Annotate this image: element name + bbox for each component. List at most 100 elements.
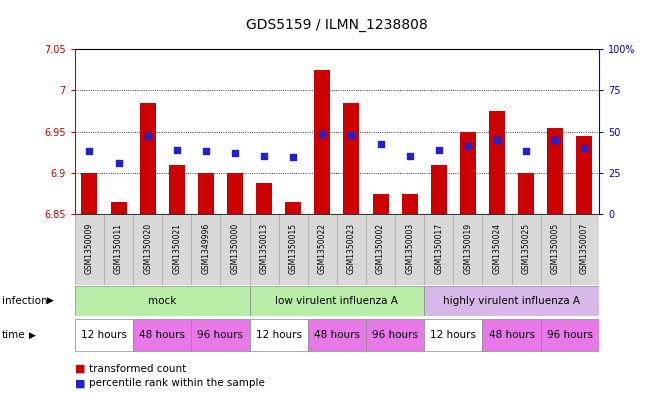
Bar <box>169 165 185 214</box>
Text: GSM1350023: GSM1350023 <box>347 223 356 274</box>
Text: ■: ■ <box>75 378 85 388</box>
Text: ■: ■ <box>75 364 85 374</box>
Text: GSM1350021: GSM1350021 <box>173 223 181 274</box>
Bar <box>140 103 156 214</box>
Text: GSM1350009: GSM1350009 <box>85 223 94 274</box>
Text: low virulent influenza A: low virulent influenza A <box>275 296 398 306</box>
Bar <box>111 202 126 214</box>
Text: GSM1350024: GSM1350024 <box>493 223 501 274</box>
Bar <box>285 202 301 214</box>
Bar <box>518 173 534 214</box>
Text: GSM1349996: GSM1349996 <box>201 223 210 274</box>
Text: GSM1350019: GSM1350019 <box>464 223 473 274</box>
Text: 48 hours: 48 hours <box>314 330 360 340</box>
Text: 12 hours: 12 hours <box>81 330 127 340</box>
Bar <box>366 319 424 351</box>
Text: GSM1350007: GSM1350007 <box>580 223 589 274</box>
Bar <box>221 214 249 285</box>
Text: 96 hours: 96 hours <box>547 330 593 340</box>
Point <box>404 153 415 160</box>
Text: ▶: ▶ <box>29 331 36 340</box>
Point <box>317 131 327 137</box>
Bar <box>279 214 308 285</box>
Text: GSM1350020: GSM1350020 <box>143 223 152 274</box>
Bar <box>541 319 599 351</box>
Text: highly virulent influenza A: highly virulent influenza A <box>443 296 580 306</box>
Bar <box>570 214 599 285</box>
Bar <box>512 214 541 285</box>
Text: 96 hours: 96 hours <box>197 330 243 340</box>
Bar <box>191 319 249 351</box>
Bar <box>576 136 592 214</box>
Text: 48 hours: 48 hours <box>139 330 185 340</box>
Bar <box>366 214 395 285</box>
Point <box>434 147 444 153</box>
Text: 12 hours: 12 hours <box>430 330 477 340</box>
Bar <box>424 286 599 316</box>
Bar <box>249 214 279 285</box>
Bar <box>344 103 359 214</box>
Point <box>143 132 153 139</box>
Bar <box>191 214 221 285</box>
Point <box>84 147 94 154</box>
Bar <box>75 319 133 351</box>
Point <box>259 152 270 159</box>
Bar <box>308 319 366 351</box>
Bar <box>424 319 482 351</box>
Point <box>550 137 561 143</box>
Text: 12 hours: 12 hours <box>256 330 301 340</box>
Bar <box>133 319 191 351</box>
Text: GSM1350005: GSM1350005 <box>551 223 560 274</box>
Point <box>521 147 531 154</box>
Text: GDS5159 / ILMN_1238808: GDS5159 / ILMN_1238808 <box>246 18 428 32</box>
Point <box>346 132 357 138</box>
Text: GSM1350013: GSM1350013 <box>260 223 269 274</box>
Text: 48 hours: 48 hours <box>489 330 534 340</box>
Text: 96 hours: 96 hours <box>372 330 418 340</box>
Bar <box>75 286 249 316</box>
Point <box>288 154 298 160</box>
Text: infection: infection <box>2 296 48 306</box>
Point <box>579 145 590 151</box>
Bar <box>431 165 447 214</box>
Bar <box>249 286 424 316</box>
Bar <box>75 214 104 285</box>
Text: GSM1350017: GSM1350017 <box>434 223 443 274</box>
Bar <box>489 111 505 214</box>
Bar <box>337 214 366 285</box>
Text: GSM1350025: GSM1350025 <box>521 223 531 274</box>
Point <box>376 141 386 147</box>
Point <box>201 147 211 154</box>
Text: GSM1350002: GSM1350002 <box>376 223 385 274</box>
Bar <box>482 214 512 285</box>
Bar <box>81 173 98 214</box>
Bar <box>372 193 389 214</box>
Point <box>230 150 240 156</box>
Bar <box>314 70 330 214</box>
Bar <box>482 319 541 351</box>
Text: GSM1350011: GSM1350011 <box>114 223 123 274</box>
Text: GSM1350015: GSM1350015 <box>289 223 298 274</box>
Bar <box>395 214 424 285</box>
Point <box>113 160 124 166</box>
Bar <box>541 214 570 285</box>
Bar <box>256 183 272 214</box>
Bar <box>227 173 243 214</box>
Point <box>172 147 182 153</box>
Text: transformed count: transformed count <box>89 364 186 374</box>
Point <box>463 143 473 149</box>
Bar <box>104 214 133 285</box>
Bar <box>424 214 453 285</box>
Text: GSM1350000: GSM1350000 <box>230 223 240 274</box>
Bar <box>308 214 337 285</box>
Text: time: time <box>2 330 25 340</box>
Bar <box>198 173 214 214</box>
Bar <box>162 214 191 285</box>
Text: ▶: ▶ <box>47 296 54 305</box>
Bar <box>402 193 418 214</box>
Text: GSM1350003: GSM1350003 <box>405 223 414 274</box>
Bar <box>249 319 308 351</box>
Bar <box>460 132 476 214</box>
Bar <box>547 127 563 214</box>
Point <box>492 137 502 143</box>
